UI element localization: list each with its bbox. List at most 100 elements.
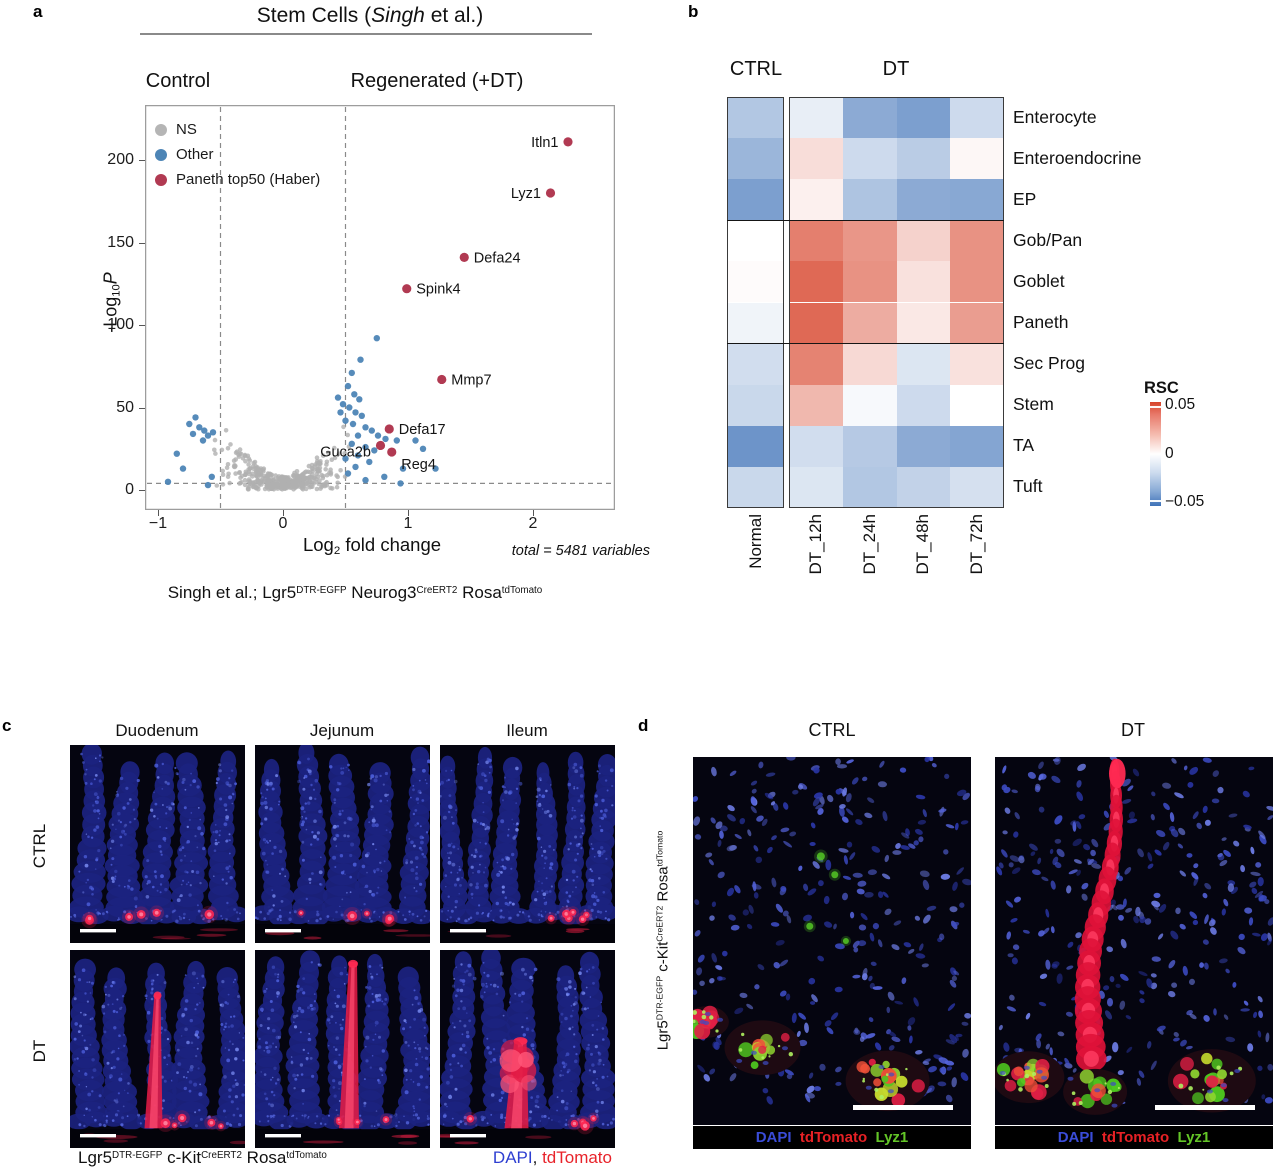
heatmap-cell-Enterocyte-Normal: [727, 97, 784, 139]
text-segment: P: [100, 272, 121, 285]
panel-c-genotype-caption: Lgr5DTR-EGFP c-KitCreERT2 RosatdTomato: [78, 1148, 327, 1168]
gene-label-Defa17: Defa17: [399, 422, 446, 438]
panel-d-genotype-side-label: Lgr5DTR-EGFP c-KitCreERT2 RosatdTomato: [655, 755, 672, 1127]
vasculature-red: [152, 928, 238, 940]
heatmap-row-label: Paneth: [1013, 312, 1069, 333]
micrograph-dt-duodenum: [70, 950, 245, 1148]
tdtomato-crypt-dots: [156, 1110, 227, 1132]
text-segment: Lyz1: [875, 1129, 909, 1146]
legend-item: Paneth top50 (Haber): [155, 167, 320, 192]
heatmap-cell-Enteroendocrine-DT_24h: [842, 138, 897, 180]
text-segment: et al.): [424, 4, 484, 27]
text-segment: [1094, 1129, 1102, 1146]
heatmap-group-divider: [727, 219, 1004, 222]
y-tick-mark: [139, 242, 145, 244]
heatmap-cell-Enterocyte-DT_12h: [789, 97, 843, 139]
tdtomato-blob: [499, 1039, 537, 1094]
text-segment: ,: [532, 1148, 543, 1167]
other-points: [164, 335, 439, 489]
heatmap-cell-EP-DT_12h: [789, 179, 843, 221]
text-segment: DTR-EGFP: [654, 975, 665, 1021]
micrograph-d-dt: [995, 757, 1273, 1125]
text-segment: [792, 1129, 800, 1146]
tdtomato-crypt-dots: [545, 906, 593, 926]
text-segment: tdTomato: [654, 830, 665, 867]
gene-label-Itln1: Itln1: [531, 135, 558, 151]
text-segment: DAPI: [492, 1148, 533, 1167]
x-tick-label: 1: [403, 515, 413, 532]
y-tick-mark: [139, 407, 145, 409]
text-segment: Lgr5: [78, 1148, 113, 1167]
y-axis-label: -Log10P: [100, 258, 123, 348]
heatmap-cell-Tuft-DT_12h: [789, 466, 843, 508]
vasculature-red: [265, 929, 430, 940]
heatmap-cell-TA-DT_12h: [789, 425, 843, 467]
heatmap-cell-Paneth-Normal: [727, 302, 784, 344]
gene-point-Defa17: [384, 424, 394, 434]
heatmap-cell-Sec Prog-Normal: [727, 343, 784, 385]
villi: [440, 746, 615, 919]
crypt-base: [255, 1110, 430, 1131]
heatmap-cell-Goblet-DT_24h: [842, 261, 897, 303]
scale-bar: [80, 1134, 116, 1138]
scale-bar: [853, 1105, 953, 1110]
heatmap-cell-TA-DT_24h: [842, 425, 897, 467]
heatmap-cell-Goblet-DT_12h: [789, 261, 843, 303]
legend-dot-icon: [155, 173, 167, 186]
volcano-legend: NS Other Paneth top50 (Haber): [155, 117, 320, 192]
heatmap-row-label: Gob/Pan: [1013, 229, 1083, 250]
gene-point-Guca2b: [375, 440, 386, 451]
y-tick-label: 50: [116, 398, 134, 416]
heatmap-cell-Stem-DT_12h: [789, 384, 843, 426]
crypt-cluster: [693, 1005, 729, 1040]
y-tick-label: 0: [125, 481, 134, 498]
text-segment: tdTomato: [799, 1129, 868, 1146]
threshold-lines: [147, 107, 613, 508]
panel-c-stain-caption: DAPI, tdTomato: [412, 1148, 612, 1168]
panel-b-label: b: [688, 2, 699, 21]
tdtomato-crypt-dots: [81, 905, 218, 929]
crypt-cluster: [995, 1051, 1065, 1104]
gene-label-Lyz1: Lyz1: [511, 186, 541, 202]
y-tick-label: 200: [107, 151, 134, 168]
panel-d-header-ctrl: CTRL: [808, 720, 856, 740]
lyz1-speck: [840, 935, 851, 947]
heatmap-row-label: Sec Prog: [1013, 353, 1085, 374]
panel-a-caption: Singh et al.; Lgr5DTR-EGFP Neurog3CreERT…: [130, 583, 580, 603]
text-segment: Rosa: [457, 583, 502, 602]
villi: [70, 745, 239, 919]
heatmap-cell-Enterocyte-DT_48h: [896, 97, 951, 139]
text-segment: CreERT2: [416, 584, 458, 596]
gene-point-Defa24: [459, 252, 469, 262]
heatmap-cell-Enteroendocrine-Normal: [727, 138, 784, 180]
heatmap-cell-TA-DT_48h: [896, 425, 951, 467]
micrograph-dt-ileum: [440, 950, 615, 1148]
heatmap-cell-Stem-DT_72h: [950, 384, 1005, 426]
gene-label-Spink4: Spink4: [416, 282, 460, 298]
panel-a-title: Stem Cells (Singh et al.): [145, 4, 595, 28]
tdtomato-crypt-dots: [333, 1113, 393, 1128]
condition-control-label: Control: [145, 70, 211, 92]
tdtomato-crypt-dots: [463, 1111, 600, 1135]
heatmap-row-label: TA: [1013, 435, 1035, 456]
text-segment: tdTomato: [542, 1148, 612, 1167]
tdtomato-streak: [144, 991, 163, 1129]
colorbar-max-tick: [1150, 406, 1161, 408]
lyz1-speck: [828, 868, 841, 881]
scale-bar: [265, 929, 301, 933]
panel-d-stainbar-ctrl: DAPI tdTomato Lyz1: [693, 1126, 971, 1149]
y-tick-mark: [139, 160, 145, 162]
villi: [70, 958, 245, 1124]
legend-item: NS: [155, 117, 320, 142]
heatmap-cell-EP-DT_72h: [950, 179, 1005, 221]
y-tick-label: 100: [107, 316, 134, 333]
heatmap-cell-Enteroendocrine-DT_48h: [896, 138, 951, 180]
panel-c-label: c: [2, 716, 12, 735]
scale-bar: [450, 929, 486, 933]
heatmap-cell-Paneth-DT_48h: [896, 302, 951, 344]
text-segment: fold change: [340, 534, 442, 555]
legend-dot-icon: [155, 148, 167, 161]
heatmap-cell-Stem-DT_48h: [896, 384, 951, 426]
heatmap-cell-EP-DT_24h: [842, 179, 897, 221]
total-variables-note: total = 5481 variables: [511, 543, 650, 559]
